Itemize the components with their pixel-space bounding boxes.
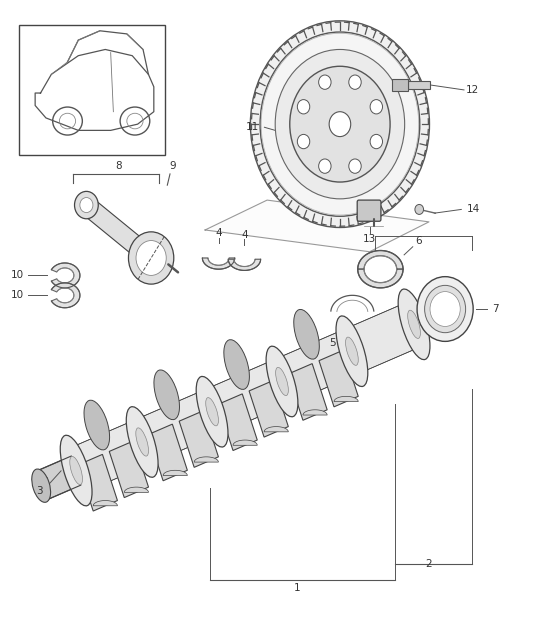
Polygon shape: [249, 381, 288, 437]
Circle shape: [80, 198, 93, 213]
Polygon shape: [78, 455, 117, 511]
Polygon shape: [51, 283, 80, 308]
Polygon shape: [163, 470, 187, 475]
Ellipse shape: [154, 370, 179, 420]
Polygon shape: [124, 487, 148, 492]
Circle shape: [298, 134, 310, 149]
Circle shape: [275, 50, 405, 199]
Circle shape: [290, 67, 390, 182]
Circle shape: [430, 291, 460, 327]
Circle shape: [319, 159, 331, 173]
Circle shape: [370, 100, 383, 114]
Ellipse shape: [336, 316, 368, 386]
Polygon shape: [93, 501, 117, 506]
Ellipse shape: [346, 337, 358, 365]
Text: 4: 4: [241, 230, 248, 239]
Polygon shape: [358, 269, 403, 288]
Circle shape: [370, 134, 383, 149]
Circle shape: [298, 100, 310, 114]
Text: 7: 7: [493, 304, 499, 314]
Circle shape: [260, 32, 420, 216]
FancyBboxPatch shape: [408, 81, 430, 89]
Text: 14: 14: [467, 205, 480, 214]
Ellipse shape: [32, 469, 51, 502]
Polygon shape: [135, 389, 219, 464]
Polygon shape: [358, 251, 403, 269]
Circle shape: [250, 21, 429, 227]
Ellipse shape: [84, 400, 110, 450]
FancyBboxPatch shape: [19, 24, 165, 155]
Text: 12: 12: [465, 85, 479, 95]
Polygon shape: [288, 364, 327, 420]
Text: 3: 3: [36, 487, 43, 496]
Circle shape: [425, 285, 465, 333]
Circle shape: [319, 75, 331, 89]
Polygon shape: [205, 200, 429, 252]
Polygon shape: [334, 396, 358, 401]
Polygon shape: [69, 420, 149, 493]
Polygon shape: [81, 197, 156, 266]
Circle shape: [349, 159, 361, 173]
Text: 13: 13: [363, 234, 376, 244]
Circle shape: [329, 112, 351, 137]
Circle shape: [75, 192, 98, 219]
Polygon shape: [202, 258, 235, 269]
Ellipse shape: [276, 367, 288, 396]
Circle shape: [136, 241, 166, 276]
Text: 4: 4: [215, 229, 222, 239]
Polygon shape: [344, 302, 421, 374]
Polygon shape: [37, 456, 81, 501]
Ellipse shape: [196, 376, 228, 447]
Polygon shape: [148, 424, 187, 481]
Polygon shape: [264, 426, 288, 432]
Text: 1: 1: [293, 583, 300, 593]
FancyBboxPatch shape: [357, 200, 381, 221]
Polygon shape: [303, 410, 327, 415]
Circle shape: [349, 75, 361, 89]
Circle shape: [129, 232, 174, 284]
Ellipse shape: [294, 310, 319, 359]
Ellipse shape: [205, 398, 219, 426]
Polygon shape: [179, 411, 219, 467]
Polygon shape: [275, 329, 359, 404]
Ellipse shape: [136, 428, 149, 456]
Text: 5: 5: [330, 338, 336, 348]
Polygon shape: [194, 457, 219, 462]
Text: 8: 8: [116, 161, 122, 171]
Polygon shape: [109, 441, 148, 497]
Circle shape: [415, 205, 423, 214]
Ellipse shape: [408, 310, 420, 338]
Text: 9: 9: [169, 161, 176, 171]
Polygon shape: [51, 263, 80, 288]
Ellipse shape: [70, 457, 82, 485]
Ellipse shape: [224, 340, 250, 389]
Polygon shape: [218, 394, 257, 450]
Ellipse shape: [398, 289, 430, 360]
Polygon shape: [233, 440, 257, 445]
Ellipse shape: [266, 346, 298, 417]
FancyBboxPatch shape: [392, 78, 408, 91]
Text: 2: 2: [426, 559, 432, 569]
Ellipse shape: [126, 407, 158, 477]
Text: 10: 10: [11, 290, 24, 300]
Polygon shape: [205, 359, 289, 434]
Polygon shape: [319, 350, 358, 407]
Ellipse shape: [60, 435, 92, 506]
Text: 11: 11: [245, 122, 259, 133]
Text: 6: 6: [415, 236, 421, 246]
Circle shape: [417, 277, 473, 342]
Polygon shape: [228, 259, 261, 271]
Text: 10: 10: [11, 271, 24, 281]
